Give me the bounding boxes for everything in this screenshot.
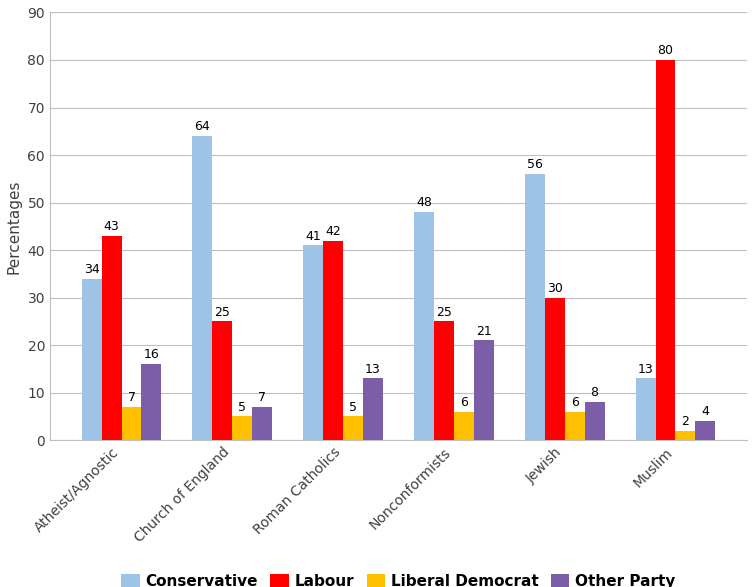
- Bar: [474, 340, 494, 440]
- Text: 2: 2: [682, 415, 689, 428]
- Text: 16: 16: [143, 348, 159, 362]
- Text: 64: 64: [195, 120, 210, 133]
- Bar: [102, 236, 121, 440]
- Bar: [414, 212, 434, 440]
- Text: 21: 21: [476, 325, 492, 338]
- Text: 4: 4: [701, 406, 710, 419]
- Bar: [525, 174, 544, 440]
- Text: 34: 34: [84, 263, 100, 276]
- Bar: [695, 421, 716, 440]
- Bar: [253, 407, 272, 440]
- Bar: [565, 411, 584, 440]
- Text: 5: 5: [238, 401, 247, 414]
- Bar: [192, 136, 213, 440]
- Text: 48: 48: [416, 196, 432, 209]
- Bar: [343, 417, 363, 440]
- Bar: [121, 407, 142, 440]
- Text: 8: 8: [590, 386, 599, 399]
- Bar: [584, 402, 605, 440]
- Text: 25: 25: [214, 306, 230, 319]
- Bar: [213, 322, 232, 440]
- Bar: [454, 411, 474, 440]
- Bar: [544, 298, 565, 440]
- Text: 25: 25: [436, 306, 452, 319]
- Text: 13: 13: [365, 363, 381, 376]
- Bar: [434, 322, 454, 440]
- Text: 6: 6: [571, 396, 578, 409]
- Bar: [232, 417, 253, 440]
- Bar: [655, 60, 676, 440]
- Text: 13: 13: [638, 363, 654, 376]
- Text: 80: 80: [657, 44, 673, 57]
- Text: 41: 41: [305, 230, 321, 242]
- Bar: [363, 379, 383, 440]
- Text: 42: 42: [325, 225, 341, 238]
- Text: 56: 56: [527, 158, 543, 171]
- Bar: [142, 364, 161, 440]
- Bar: [676, 431, 695, 440]
- Text: 6: 6: [460, 396, 467, 409]
- Text: 5: 5: [349, 401, 357, 414]
- Bar: [81, 279, 102, 440]
- Bar: [636, 379, 655, 440]
- Y-axis label: Percentages: Percentages: [7, 179, 22, 274]
- Text: 30: 30: [547, 282, 562, 295]
- Bar: [303, 245, 323, 440]
- Legend: Conservative, Labour, Liberal Democrat, Other Party: Conservative, Labour, Liberal Democrat, …: [115, 568, 682, 587]
- Text: 7: 7: [127, 391, 136, 404]
- Bar: [323, 241, 343, 440]
- Text: 7: 7: [259, 391, 266, 404]
- Text: 43: 43: [104, 220, 119, 233]
